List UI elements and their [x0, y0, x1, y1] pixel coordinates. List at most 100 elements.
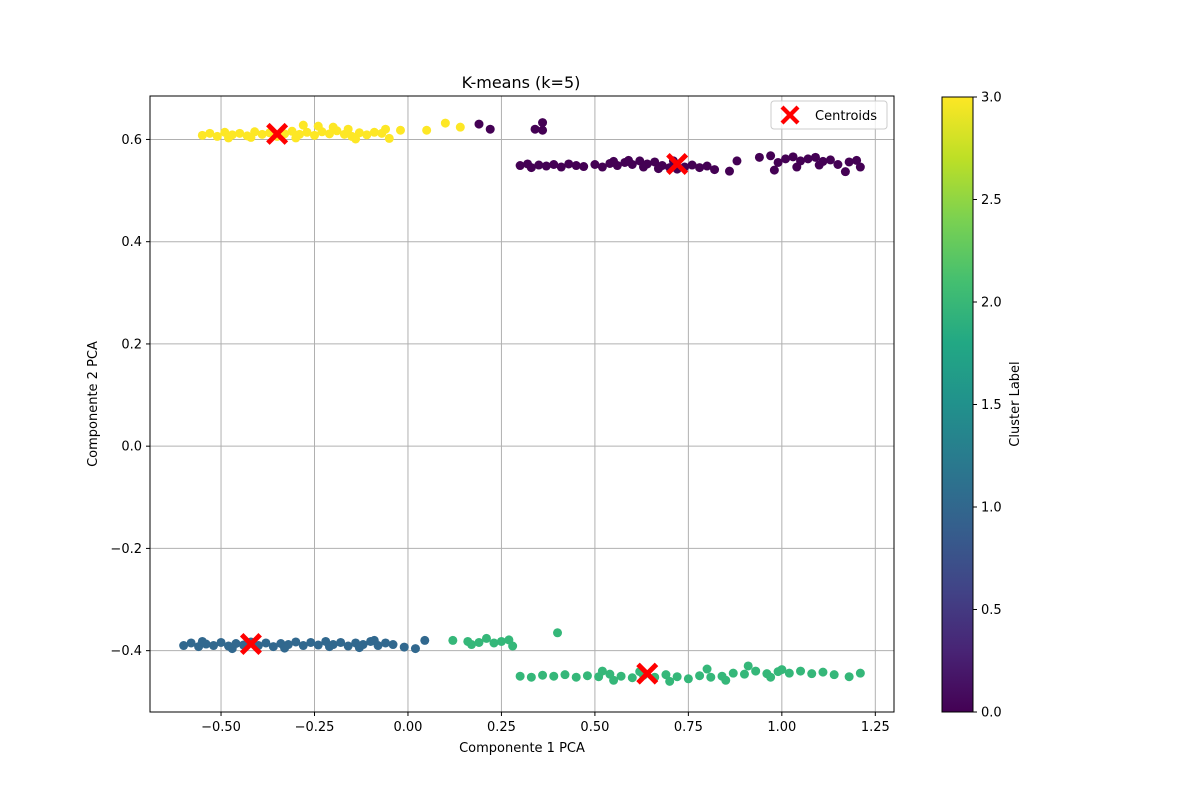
data-point-cluster-1: [324, 642, 334, 652]
data-point-cluster-1: [197, 636, 207, 646]
data-point-cluster-2: [474, 637, 484, 647]
data-point-cluster-2: [597, 666, 607, 676]
legend-label-centroids: Centroids: [815, 109, 877, 124]
data-point-cluster-0: [687, 160, 697, 170]
x-tick-label: 1.00: [767, 720, 796, 735]
centroid-marker: [666, 152, 689, 175]
data-point-cluster-2: [807, 669, 817, 679]
data-point-cluster-0: [695, 163, 705, 173]
data-point-cluster-0: [538, 125, 548, 135]
data-point-cluster-3: [395, 125, 405, 135]
data-point-cluster-2: [582, 671, 592, 681]
data-point-cluster-3: [328, 122, 338, 132]
data-point-cluster-0: [541, 161, 551, 171]
data-point-cluster-3: [257, 129, 267, 139]
data-point-cluster-2: [829, 670, 839, 680]
data-point-cluster-1: [313, 640, 323, 650]
data-point-cluster-3: [343, 124, 353, 134]
data-point-cluster-0: [769, 165, 779, 175]
colorbar-ticks: 0.0 0.5 1.0 1.5 2.0 2.5 3.0: [973, 91, 1002, 721]
data-point-cluster-0: [825, 155, 835, 165]
data-point-cluster-2: [526, 672, 536, 682]
y-tick-label: 0.4: [121, 235, 142, 250]
data-point-cluster-0: [564, 159, 574, 169]
y-tick-label: 0.6: [121, 133, 142, 148]
x-tick-label: 0.00: [393, 720, 422, 735]
data-point-cluster-3: [291, 133, 301, 143]
data-point-cluster-0: [639, 162, 649, 172]
data-point-cluster-3: [224, 133, 234, 143]
centroid-marker: [239, 633, 262, 656]
data-point-cluster-3: [440, 118, 450, 128]
data-point-cluster-3: [362, 130, 372, 140]
data-point-cluster-0: [833, 160, 843, 170]
data-point-cluster-0: [609, 156, 619, 166]
data-point-cluster-0: [732, 156, 742, 166]
data-point-cluster-2: [728, 668, 738, 678]
y-axis-ticks: −0.4 −0.2 0.0 0.2 0.4 0.6: [110, 133, 150, 659]
data-point-cluster-3: [422, 125, 432, 135]
data-point-cluster-0: [803, 154, 813, 164]
data-point-cluster-2: [818, 667, 828, 677]
data-point-cluster-3: [369, 127, 379, 137]
data-point-cluster-2: [702, 664, 712, 674]
data-point-cluster-2: [549, 671, 559, 681]
colorbar-label: Cluster Label: [1008, 361, 1023, 446]
colorbar-tick-label: 2.5: [981, 193, 1002, 208]
data-point-cluster-0: [597, 162, 607, 172]
data-point-cluster-2: [784, 668, 794, 678]
data-point-cluster-0: [840, 167, 850, 177]
data-point-cluster-1: [420, 635, 430, 645]
centroid-marker: [266, 122, 289, 145]
data-point-cluster-0: [538, 118, 548, 128]
x-tick-label: −0.50: [201, 720, 241, 735]
data-point-cluster-1: [354, 643, 364, 653]
data-point-cluster-0: [624, 155, 634, 165]
data-point-cluster-2: [683, 674, 693, 684]
x-tick-label: 0.50: [580, 720, 609, 735]
data-point-cluster-0: [474, 119, 484, 129]
data-point-cluster-2: [751, 666, 761, 676]
y-axis-label: Componente 2 PCA: [86, 341, 101, 467]
data-point-cluster-0: [773, 157, 783, 167]
data-point-cluster-2: [560, 670, 570, 680]
data-point-cluster-3: [205, 128, 215, 138]
data-point-cluster-2: [609, 675, 619, 685]
colorbar: [941, 96, 974, 713]
colorbar-tick-label: 1.5: [981, 398, 1002, 413]
y-tick-label: −0.2: [110, 542, 142, 557]
data-point-cluster-2: [496, 636, 506, 646]
legend-centroid-marker: [780, 105, 800, 125]
data-point-cluster-0: [579, 162, 589, 172]
data-point-cluster-2: [777, 665, 787, 675]
data-point-cluster-1: [298, 641, 308, 651]
data-point-cluster-2: [743, 661, 753, 671]
data-point-cluster-1: [381, 638, 391, 648]
data-point-cluster-2: [739, 669, 749, 679]
data-point-cluster-0: [534, 160, 544, 170]
data-point-cluster-0: [526, 163, 536, 173]
y-tick-label: 0.0: [121, 440, 142, 455]
data-point-cluster-0: [792, 162, 802, 172]
data-point-cluster-0: [724, 166, 734, 176]
data-point-cluster-2: [706, 672, 716, 682]
data-point-cluster-0: [855, 162, 865, 172]
data-point-cluster-1: [336, 637, 346, 647]
x-tick-label: 0.25: [487, 720, 516, 735]
data-point-cluster-2: [515, 671, 525, 681]
data-point-cluster-0: [556, 162, 566, 172]
data-point-cluster-0: [814, 160, 824, 170]
data-point-cluster-2: [661, 670, 671, 680]
colorbar-tick-label: 0.0: [981, 706, 1002, 721]
data-point-cluster-0: [781, 154, 791, 164]
data-point-cluster-2: [796, 666, 806, 676]
x-axis-label: Componente 1 PCA: [459, 741, 585, 756]
data-point-cluster-3: [197, 130, 207, 140]
data-point-cluster-2: [571, 672, 581, 682]
data-point-cluster-2: [448, 635, 458, 645]
data-point-cluster-0: [650, 157, 660, 167]
data-point-cluster-1: [291, 637, 301, 647]
data-point-cluster-0: [653, 164, 663, 174]
data-point-cluster-1: [280, 643, 290, 653]
